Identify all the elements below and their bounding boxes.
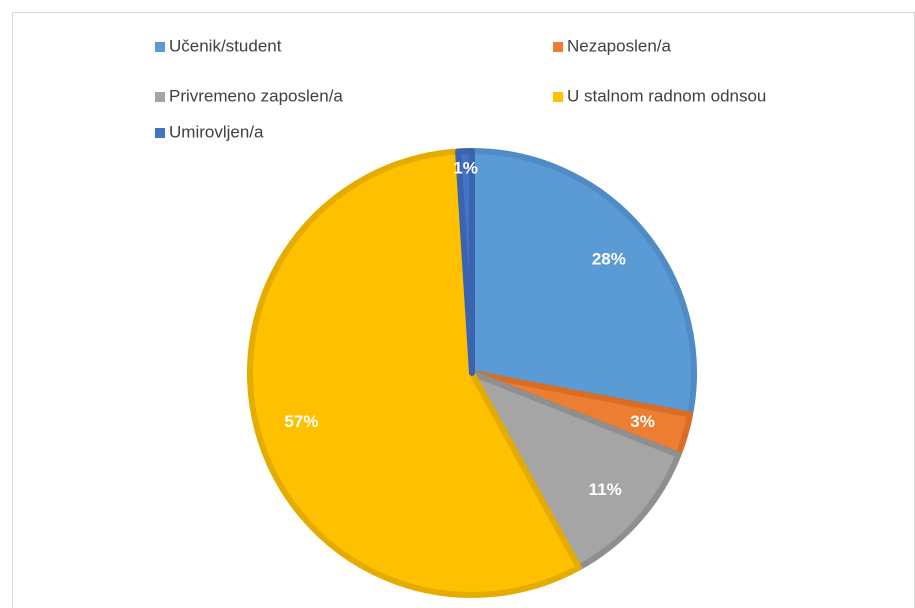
legend-swatch: [155, 42, 165, 52]
legend-swatch: [155, 92, 165, 102]
pie-slice: [469, 148, 697, 418]
data-label: 57%: [284, 412, 318, 431]
data-label: 28%: [592, 249, 626, 268]
pie-slice: [469, 370, 682, 571]
legend-label: Nezaposlen/a: [567, 36, 672, 55]
legend-label: Privremeno zaposlen/a: [169, 86, 343, 105]
legend-swatch: [155, 128, 165, 138]
legend-label: U stalnom radnom odnsou: [567, 86, 766, 105]
legend-swatch: [553, 92, 563, 102]
pie-slice: [455, 148, 475, 376]
data-label: 3%: [630, 412, 655, 431]
legend-label: Učenik/student: [169, 36, 282, 55]
data-label: 1%: [453, 158, 478, 177]
data-label: 11%: [589, 480, 622, 499]
legend-swatch: [553, 42, 563, 52]
pie-slice: [247, 148, 582, 598]
legend-label: Umirovljen/a: [169, 122, 264, 141]
